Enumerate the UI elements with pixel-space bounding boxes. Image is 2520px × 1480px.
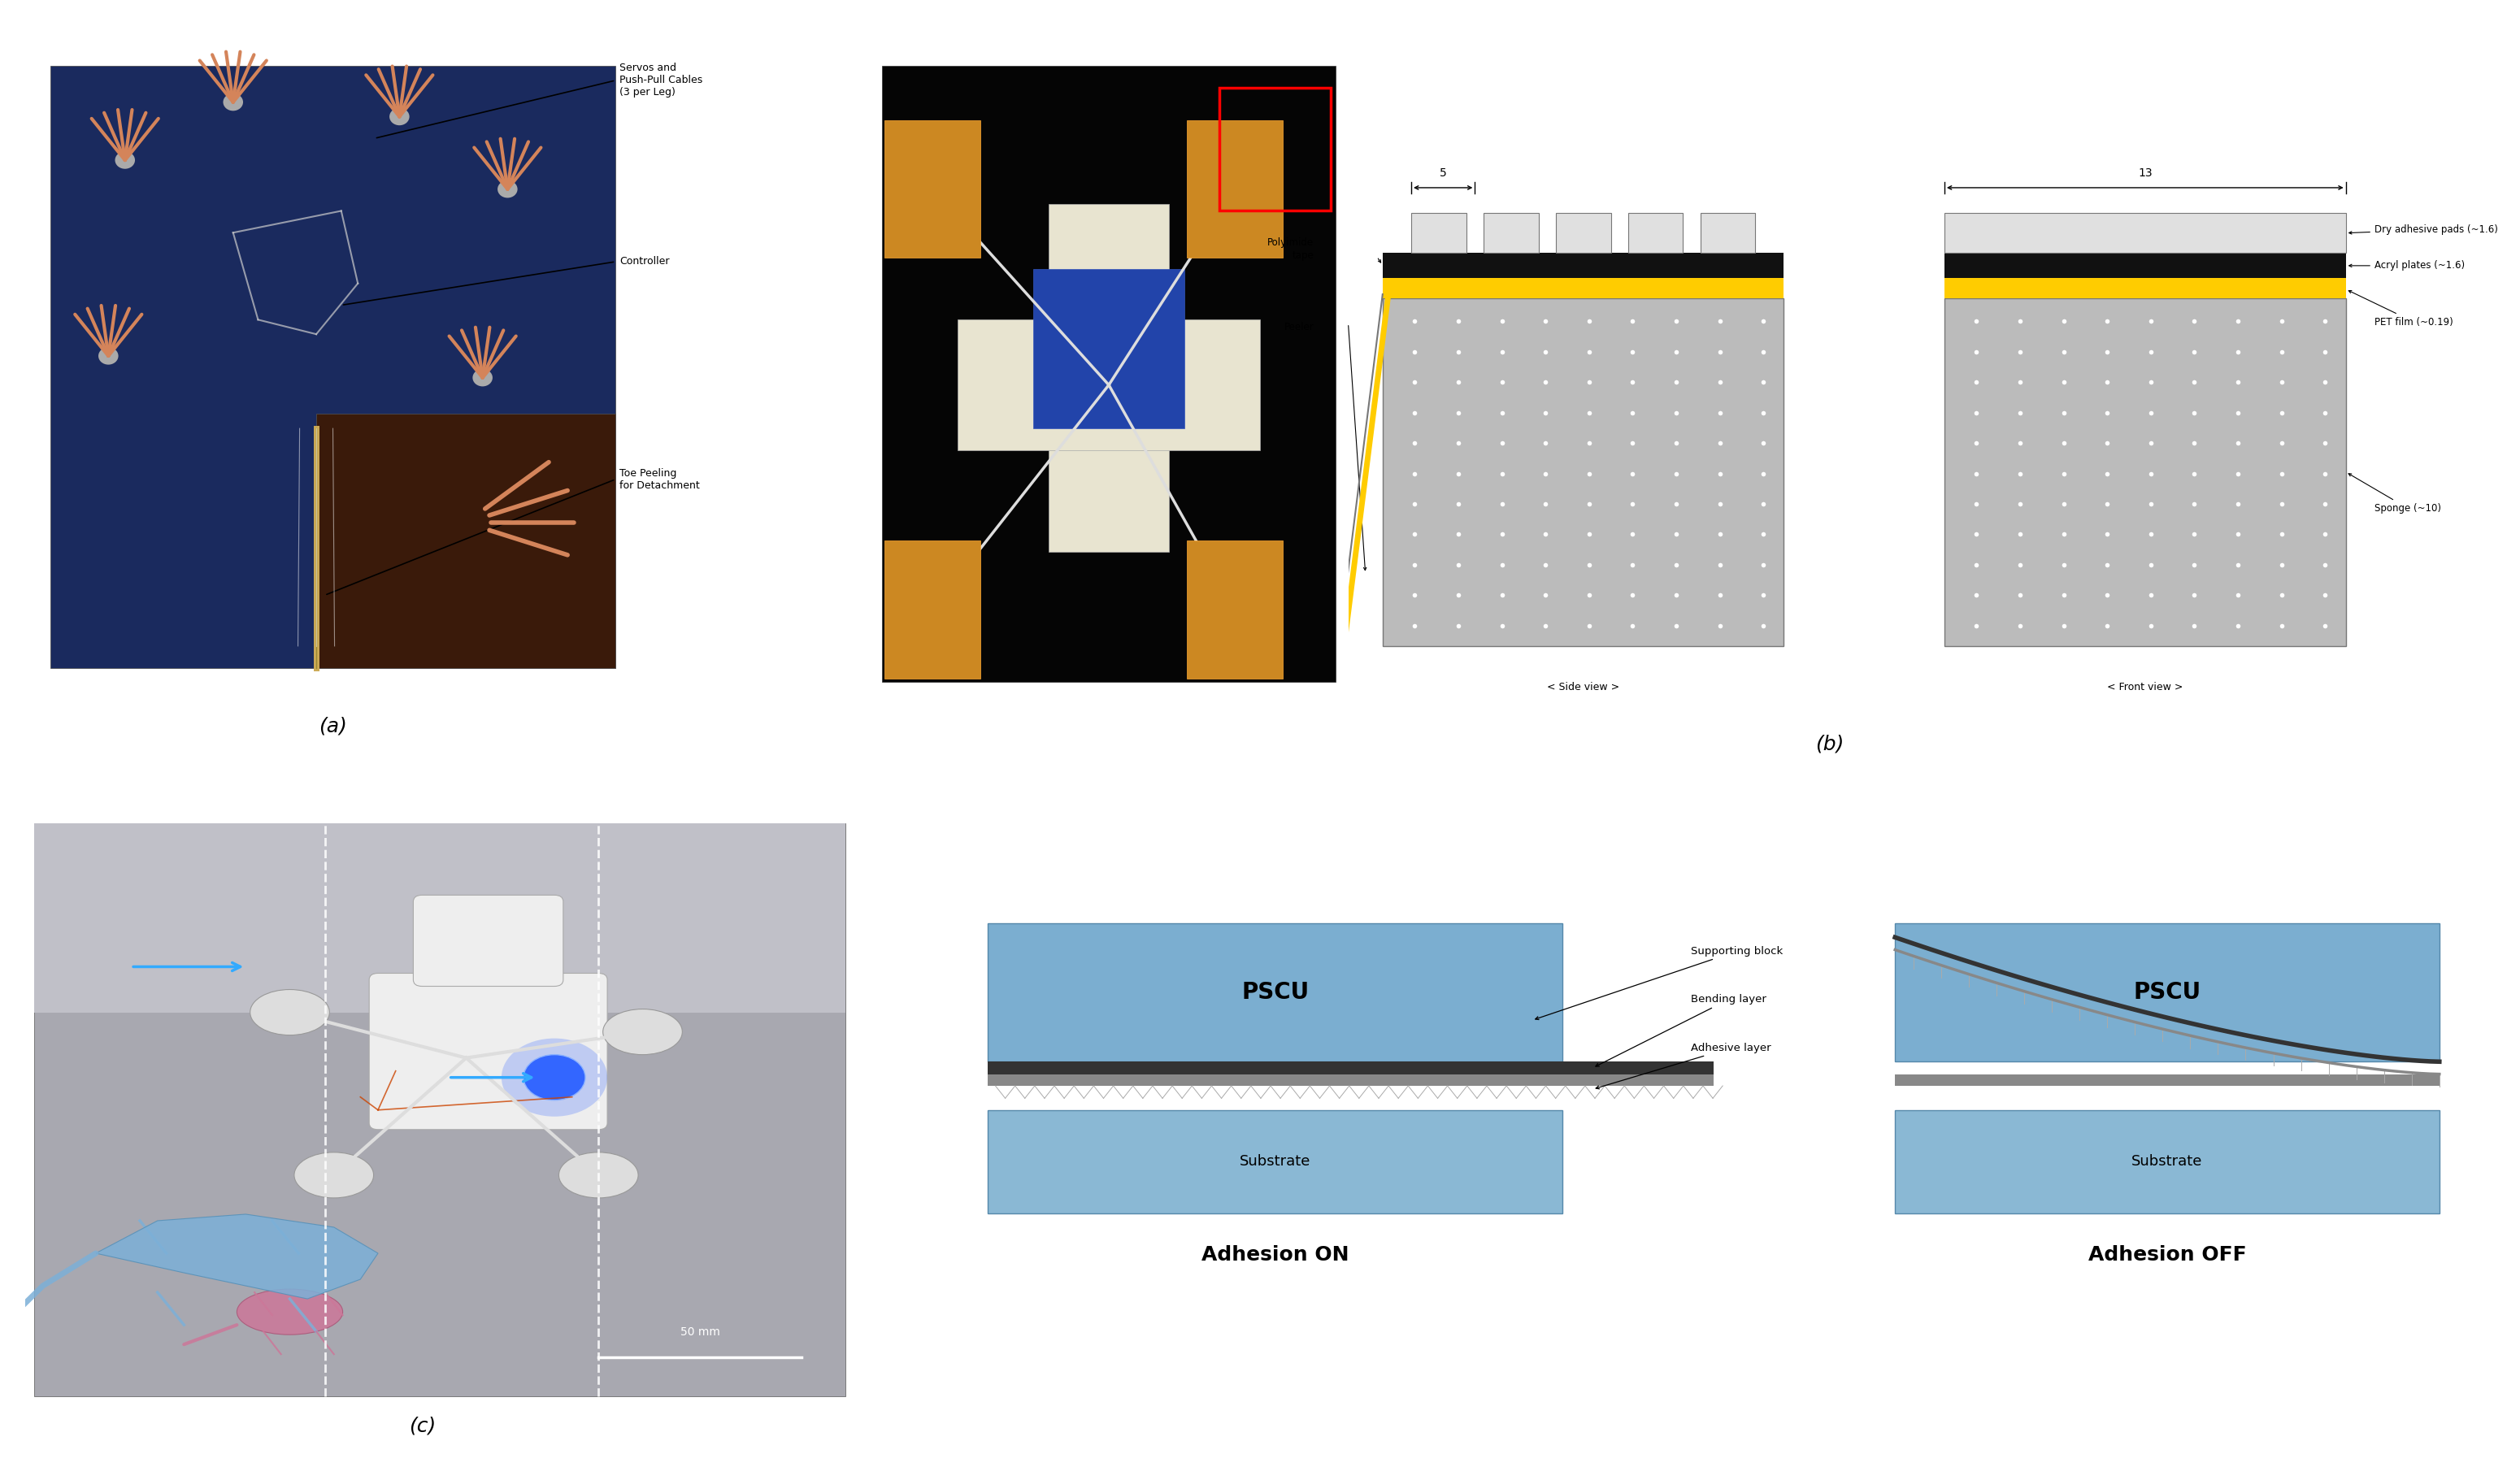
Ellipse shape <box>295 1153 373 1197</box>
Circle shape <box>524 1055 585 1100</box>
Text: Adhesion ON: Adhesion ON <box>1202 1245 1348 1265</box>
Text: 5: 5 <box>1439 167 1446 179</box>
Ellipse shape <box>559 1153 638 1197</box>
Circle shape <box>224 93 242 111</box>
Text: Controller: Controller <box>620 256 670 266</box>
FancyBboxPatch shape <box>1945 289 2346 297</box>
Text: Servos and
Push-Pull Cables
(3 per Leg): Servos and Push-Pull Cables (3 per Leg) <box>620 62 703 98</box>
Circle shape <box>391 108 408 126</box>
FancyBboxPatch shape <box>1187 540 1283 679</box>
FancyBboxPatch shape <box>1701 213 1756 253</box>
Text: Adhesion OFF: Adhesion OFF <box>2089 1245 2245 1265</box>
FancyBboxPatch shape <box>885 540 980 679</box>
FancyBboxPatch shape <box>1895 924 2439 1061</box>
FancyBboxPatch shape <box>885 120 980 258</box>
Text: PSCU: PSCU <box>2134 981 2200 1003</box>
FancyBboxPatch shape <box>1555 213 1610 253</box>
FancyBboxPatch shape <box>318 414 615 667</box>
Text: 50 mm: 50 mm <box>680 1326 721 1338</box>
FancyBboxPatch shape <box>368 974 607 1129</box>
FancyBboxPatch shape <box>1383 278 1784 289</box>
Ellipse shape <box>237 1289 343 1335</box>
Text: < Side view >: < Side view > <box>1547 682 1620 693</box>
FancyBboxPatch shape <box>882 67 1336 682</box>
FancyBboxPatch shape <box>988 1074 1714 1086</box>
FancyBboxPatch shape <box>958 320 1260 450</box>
Text: Dry adhesive pads (~1.6): Dry adhesive pads (~1.6) <box>2349 223 2497 235</box>
Text: Bending layer: Bending layer <box>1595 995 1767 1067</box>
Text: Substrate: Substrate <box>2132 1154 2202 1169</box>
Circle shape <box>116 151 136 169</box>
Ellipse shape <box>249 990 330 1035</box>
FancyBboxPatch shape <box>1484 213 1540 253</box>
Text: Polyimide
tape: Polyimide tape <box>1268 238 1313 260</box>
Bar <box>1220 87 1331 212</box>
Text: PSCU: PSCU <box>1242 981 1308 1003</box>
FancyBboxPatch shape <box>1945 297 2346 645</box>
FancyBboxPatch shape <box>1383 253 1784 278</box>
FancyBboxPatch shape <box>1945 213 2346 253</box>
FancyBboxPatch shape <box>50 67 615 667</box>
Text: 13: 13 <box>2137 167 2152 179</box>
Text: (c): (c) <box>408 1416 436 1436</box>
Circle shape <box>501 1039 607 1116</box>
FancyBboxPatch shape <box>1895 1074 2439 1086</box>
Ellipse shape <box>602 1009 683 1055</box>
Text: Acryl plates (~1.6): Acryl plates (~1.6) <box>2349 260 2465 271</box>
Text: PET film (~0.19): PET film (~0.19) <box>2349 290 2452 327</box>
Polygon shape <box>96 1214 378 1299</box>
Text: Sponge (~10): Sponge (~10) <box>2349 474 2442 514</box>
Circle shape <box>474 369 491 386</box>
FancyBboxPatch shape <box>1033 269 1184 429</box>
FancyBboxPatch shape <box>1411 213 1467 253</box>
Text: Supporting block: Supporting block <box>1535 946 1784 1020</box>
Text: Adhesive layer: Adhesive layer <box>1595 1042 1772 1089</box>
Circle shape <box>98 348 118 364</box>
FancyBboxPatch shape <box>988 924 1562 1061</box>
FancyBboxPatch shape <box>1187 120 1283 258</box>
FancyBboxPatch shape <box>35 823 844 1012</box>
FancyBboxPatch shape <box>413 895 564 986</box>
Text: Substrate: Substrate <box>1240 1154 1310 1169</box>
Text: Peeler: Peeler <box>1283 321 1313 332</box>
FancyBboxPatch shape <box>1048 204 1169 552</box>
FancyBboxPatch shape <box>1383 297 1784 645</box>
FancyBboxPatch shape <box>988 1110 1562 1214</box>
Text: < Front view >: < Front view > <box>2107 682 2182 693</box>
FancyBboxPatch shape <box>35 823 844 1397</box>
Circle shape <box>496 181 517 198</box>
Text: (a): (a) <box>318 716 348 736</box>
FancyBboxPatch shape <box>1383 289 1784 297</box>
FancyBboxPatch shape <box>1628 213 1683 253</box>
FancyBboxPatch shape <box>988 1061 1714 1074</box>
FancyBboxPatch shape <box>1945 278 2346 289</box>
Text: (b): (b) <box>1814 734 1845 753</box>
Text: Toe Peeling
for Detachment: Toe Peeling for Detachment <box>620 468 701 490</box>
FancyBboxPatch shape <box>1945 253 2346 278</box>
FancyBboxPatch shape <box>1895 1110 2439 1214</box>
